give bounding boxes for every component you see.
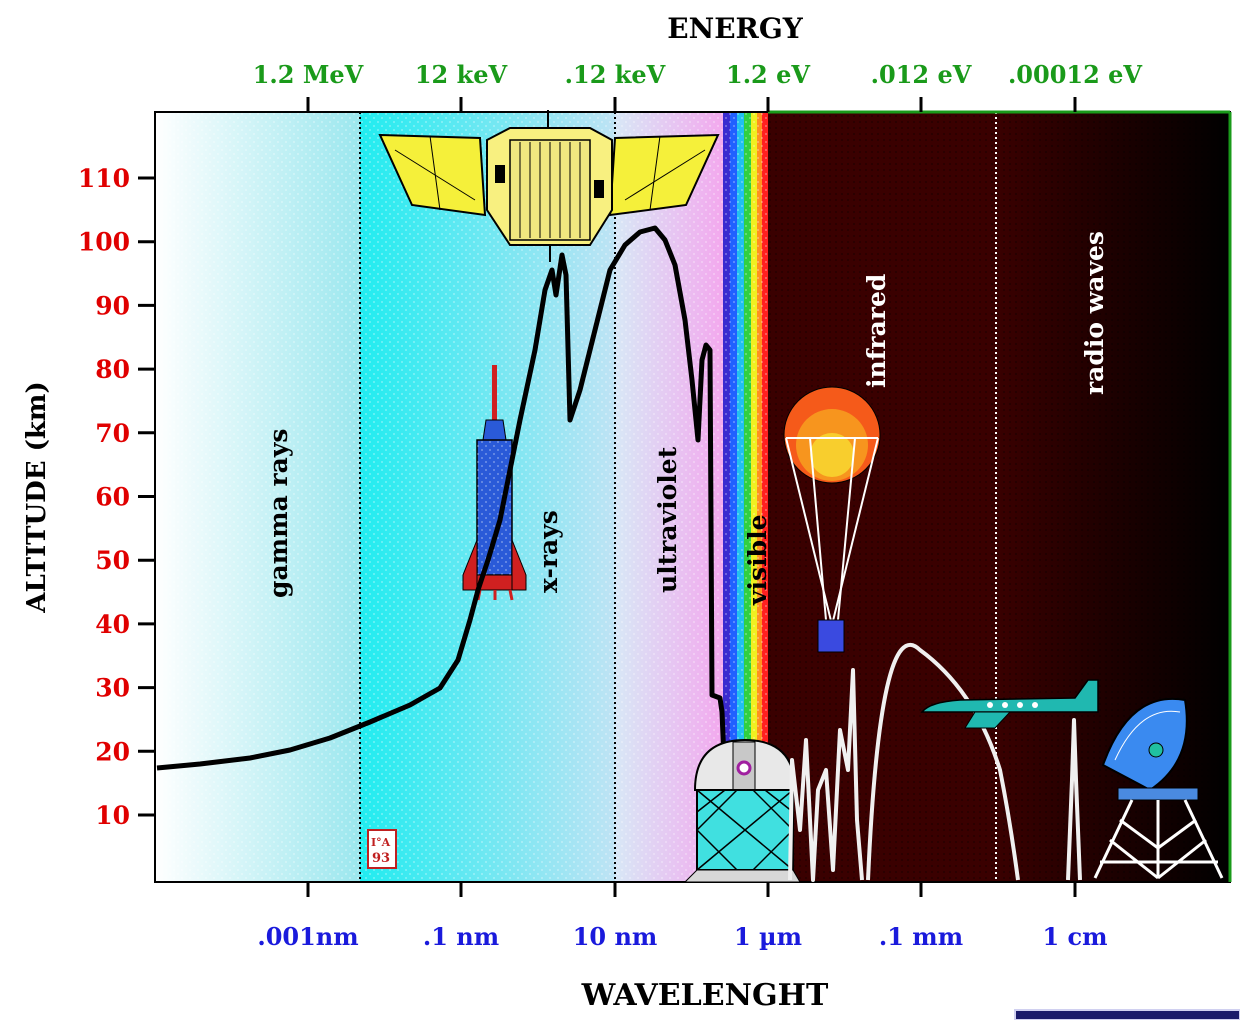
altitude-tick-label: 10	[95, 801, 130, 830]
rocket-icon	[462, 365, 527, 601]
energy-title: ENERGY	[667, 12, 803, 45]
wavelength-tick-label: .001nm	[257, 922, 358, 951]
energy-tick-label: .12 keV	[565, 60, 666, 89]
altitude-tick-label: 90	[95, 291, 130, 320]
wavelength-axis: .001nm .1 nm 10 nm 1 µm .1 mm 1 cm	[257, 882, 1108, 951]
label-visible: visible	[743, 515, 772, 606]
wavelength-tick-label: .1 mm	[879, 922, 963, 951]
wavelength-title: WAVELENGHT	[581, 978, 829, 1013]
altitude-tick-label: 20	[95, 737, 130, 766]
atmospheric-absorption-curve	[156, 225, 727, 771]
region-backgrounds	[155, 112, 1230, 882]
altitude-tick-label: 40	[95, 610, 130, 639]
radio-telescope-icon	[1093, 697, 1224, 880]
label-x-rays: x-rays	[534, 510, 563, 593]
energy-axis: 1.2 MeV 12 keV .12 keV 1.2 eV .012 eV .00012 …	[253, 60, 1142, 112]
wavelength-tick-label: 10 nm	[573, 922, 658, 951]
energy-tick-label: 12 keV	[415, 60, 508, 89]
corner-bar	[1014, 1009, 1240, 1020]
svg-text:I°A: I°A	[371, 836, 391, 849]
energy-tick-label: 1.2 MeV	[253, 60, 364, 89]
altitude-tick-label: 100	[78, 228, 130, 257]
airplane-icon	[920, 679, 1099, 729]
label-gamma-rays: gamma rays	[264, 429, 293, 598]
altitude-tick-label: 80	[95, 355, 130, 384]
wavelength-tick-label: .1 nm	[423, 922, 499, 951]
svg-text:93: 93	[372, 851, 390, 866]
altitude-tick-label: 30	[95, 674, 130, 703]
altitude-tick-label: 70	[95, 419, 130, 448]
satellite-icon	[378, 110, 720, 262]
altitude-tick-label: 110	[78, 164, 130, 193]
altitude-axis: 10 20 30 40 50 60 70 80 90 100 110	[78, 164, 155, 830]
energy-tick-label: .00012 eV	[1008, 60, 1142, 89]
observatory-icon	[683, 738, 801, 883]
altitude-tick-label: 60	[95, 483, 130, 512]
balloon-icon	[783, 386, 881, 653]
wavelength-tick-label: 1 µm	[734, 922, 802, 951]
wavelength-tick-label: 1 cm	[1042, 922, 1107, 951]
energy-tick-label: 1.2 eV	[726, 60, 810, 89]
altitude-title: ALTITUDE (km)	[22, 381, 52, 613]
energy-tick-label: .012 eV	[871, 60, 972, 89]
stamp-logo: I°A 93	[367, 829, 397, 869]
label-infrared: infrared	[862, 274, 891, 388]
ir-radio-traces	[788, 642, 1082, 882]
label-ultraviolet: ultraviolet	[653, 446, 682, 593]
label-radio-waves: radio waves	[1080, 231, 1109, 395]
altitude-tick-label: 50	[95, 546, 130, 575]
